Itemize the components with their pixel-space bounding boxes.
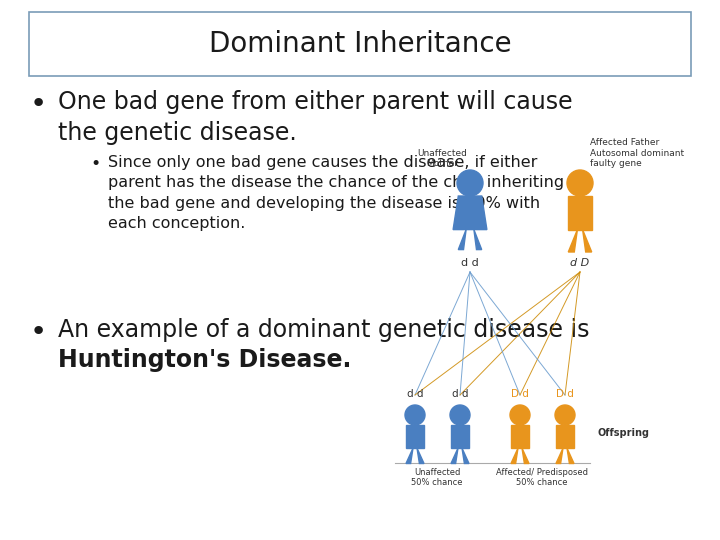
Text: •: • xyxy=(30,318,48,346)
Bar xyxy=(568,196,592,229)
Text: Affected Father
Autosomal dominant
faulty gene: Affected Father Autosomal dominant fault… xyxy=(590,138,684,168)
Text: Dominant Inheritance: Dominant Inheritance xyxy=(209,30,511,58)
Polygon shape xyxy=(511,448,518,463)
Polygon shape xyxy=(522,448,529,463)
Text: d d: d d xyxy=(461,258,479,268)
Polygon shape xyxy=(459,230,466,249)
Polygon shape xyxy=(582,230,592,252)
Polygon shape xyxy=(417,448,424,463)
Text: An example of a dominant genetic disease is: An example of a dominant genetic disease… xyxy=(58,318,590,342)
Text: Huntington's Disease.: Huntington's Disease. xyxy=(58,348,351,372)
Bar xyxy=(511,425,529,448)
Circle shape xyxy=(450,405,470,425)
Polygon shape xyxy=(462,448,469,463)
Text: D d: D d xyxy=(511,389,529,399)
Text: D d: D d xyxy=(556,389,574,399)
Bar xyxy=(451,425,469,448)
Text: One bad gene from either parent will cause
the genetic disease.: One bad gene from either parent will cau… xyxy=(58,90,572,145)
Bar xyxy=(556,425,574,448)
Text: d D: d D xyxy=(570,258,590,268)
Text: Offspring: Offspring xyxy=(598,428,650,437)
Polygon shape xyxy=(406,448,413,463)
Circle shape xyxy=(567,170,593,196)
Text: Unaffected
Mother: Unaffected Mother xyxy=(417,148,467,168)
Circle shape xyxy=(457,170,483,196)
Polygon shape xyxy=(451,448,458,463)
Circle shape xyxy=(510,405,530,425)
Text: Since only one bad gene causes the disease, if either
parent has the disease the: Since only one bad gene causes the disea… xyxy=(108,155,564,231)
Polygon shape xyxy=(567,448,574,463)
Circle shape xyxy=(405,405,425,425)
Bar xyxy=(406,425,424,448)
Text: •: • xyxy=(30,90,48,118)
Text: Unaffected
50% chance: Unaffected 50% chance xyxy=(411,468,463,488)
Polygon shape xyxy=(568,230,577,252)
Polygon shape xyxy=(453,196,487,229)
Text: Affected/ Predisposed
50% chance: Affected/ Predisposed 50% chance xyxy=(496,468,588,488)
Polygon shape xyxy=(556,448,563,463)
Text: d d: d d xyxy=(407,389,423,399)
FancyBboxPatch shape xyxy=(29,12,691,76)
Circle shape xyxy=(555,405,575,425)
Text: d d: d d xyxy=(451,389,468,399)
Polygon shape xyxy=(474,230,482,249)
Text: •: • xyxy=(90,155,100,173)
